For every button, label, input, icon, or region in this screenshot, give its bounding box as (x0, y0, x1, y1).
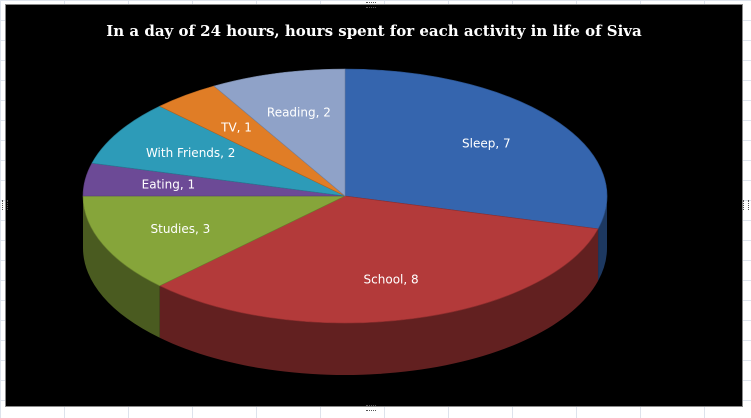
pie-sides (83, 196, 607, 375)
pie-slice-school[interactable] (159, 195, 599, 324)
resize-handle-right[interactable] (743, 200, 749, 210)
pie-slice-sleep[interactable] (344, 68, 608, 230)
resize-handle-bottom[interactable] (366, 405, 376, 411)
pie-label-studies: Studies, 3 (151, 222, 211, 236)
pie-label-school: School, 8 (364, 272, 419, 286)
pie-side-studies (83, 196, 160, 338)
pie-label-with-friends: With Friends, 2 (146, 146, 235, 160)
resize-handle-top[interactable] (366, 2, 376, 8)
chart-title: In a day of 24 hours, hours spent for ea… (106, 22, 642, 40)
pie-tops (82, 68, 608, 324)
pie-side-sleep (598, 196, 607, 281)
pie-slice-with-friends[interactable] (91, 105, 346, 197)
pie-side-school (159, 228, 599, 375)
pie-label-tv: TV, 1 (220, 120, 252, 134)
pie-labels: Sleep, 7 School, 8 Studies, 3 Eating, 1 With… (142, 106, 511, 287)
pie-label-eating: Eating, 1 (142, 178, 195, 192)
pie-slice-studies[interactable] (82, 195, 346, 287)
pie-label-sleep: Sleep, 7 (462, 136, 511, 150)
pie-slice-reading[interactable] (213, 68, 346, 197)
pie-label-reading: Reading, 2 (267, 106, 331, 120)
resize-handle-left[interactable] (2, 200, 8, 210)
